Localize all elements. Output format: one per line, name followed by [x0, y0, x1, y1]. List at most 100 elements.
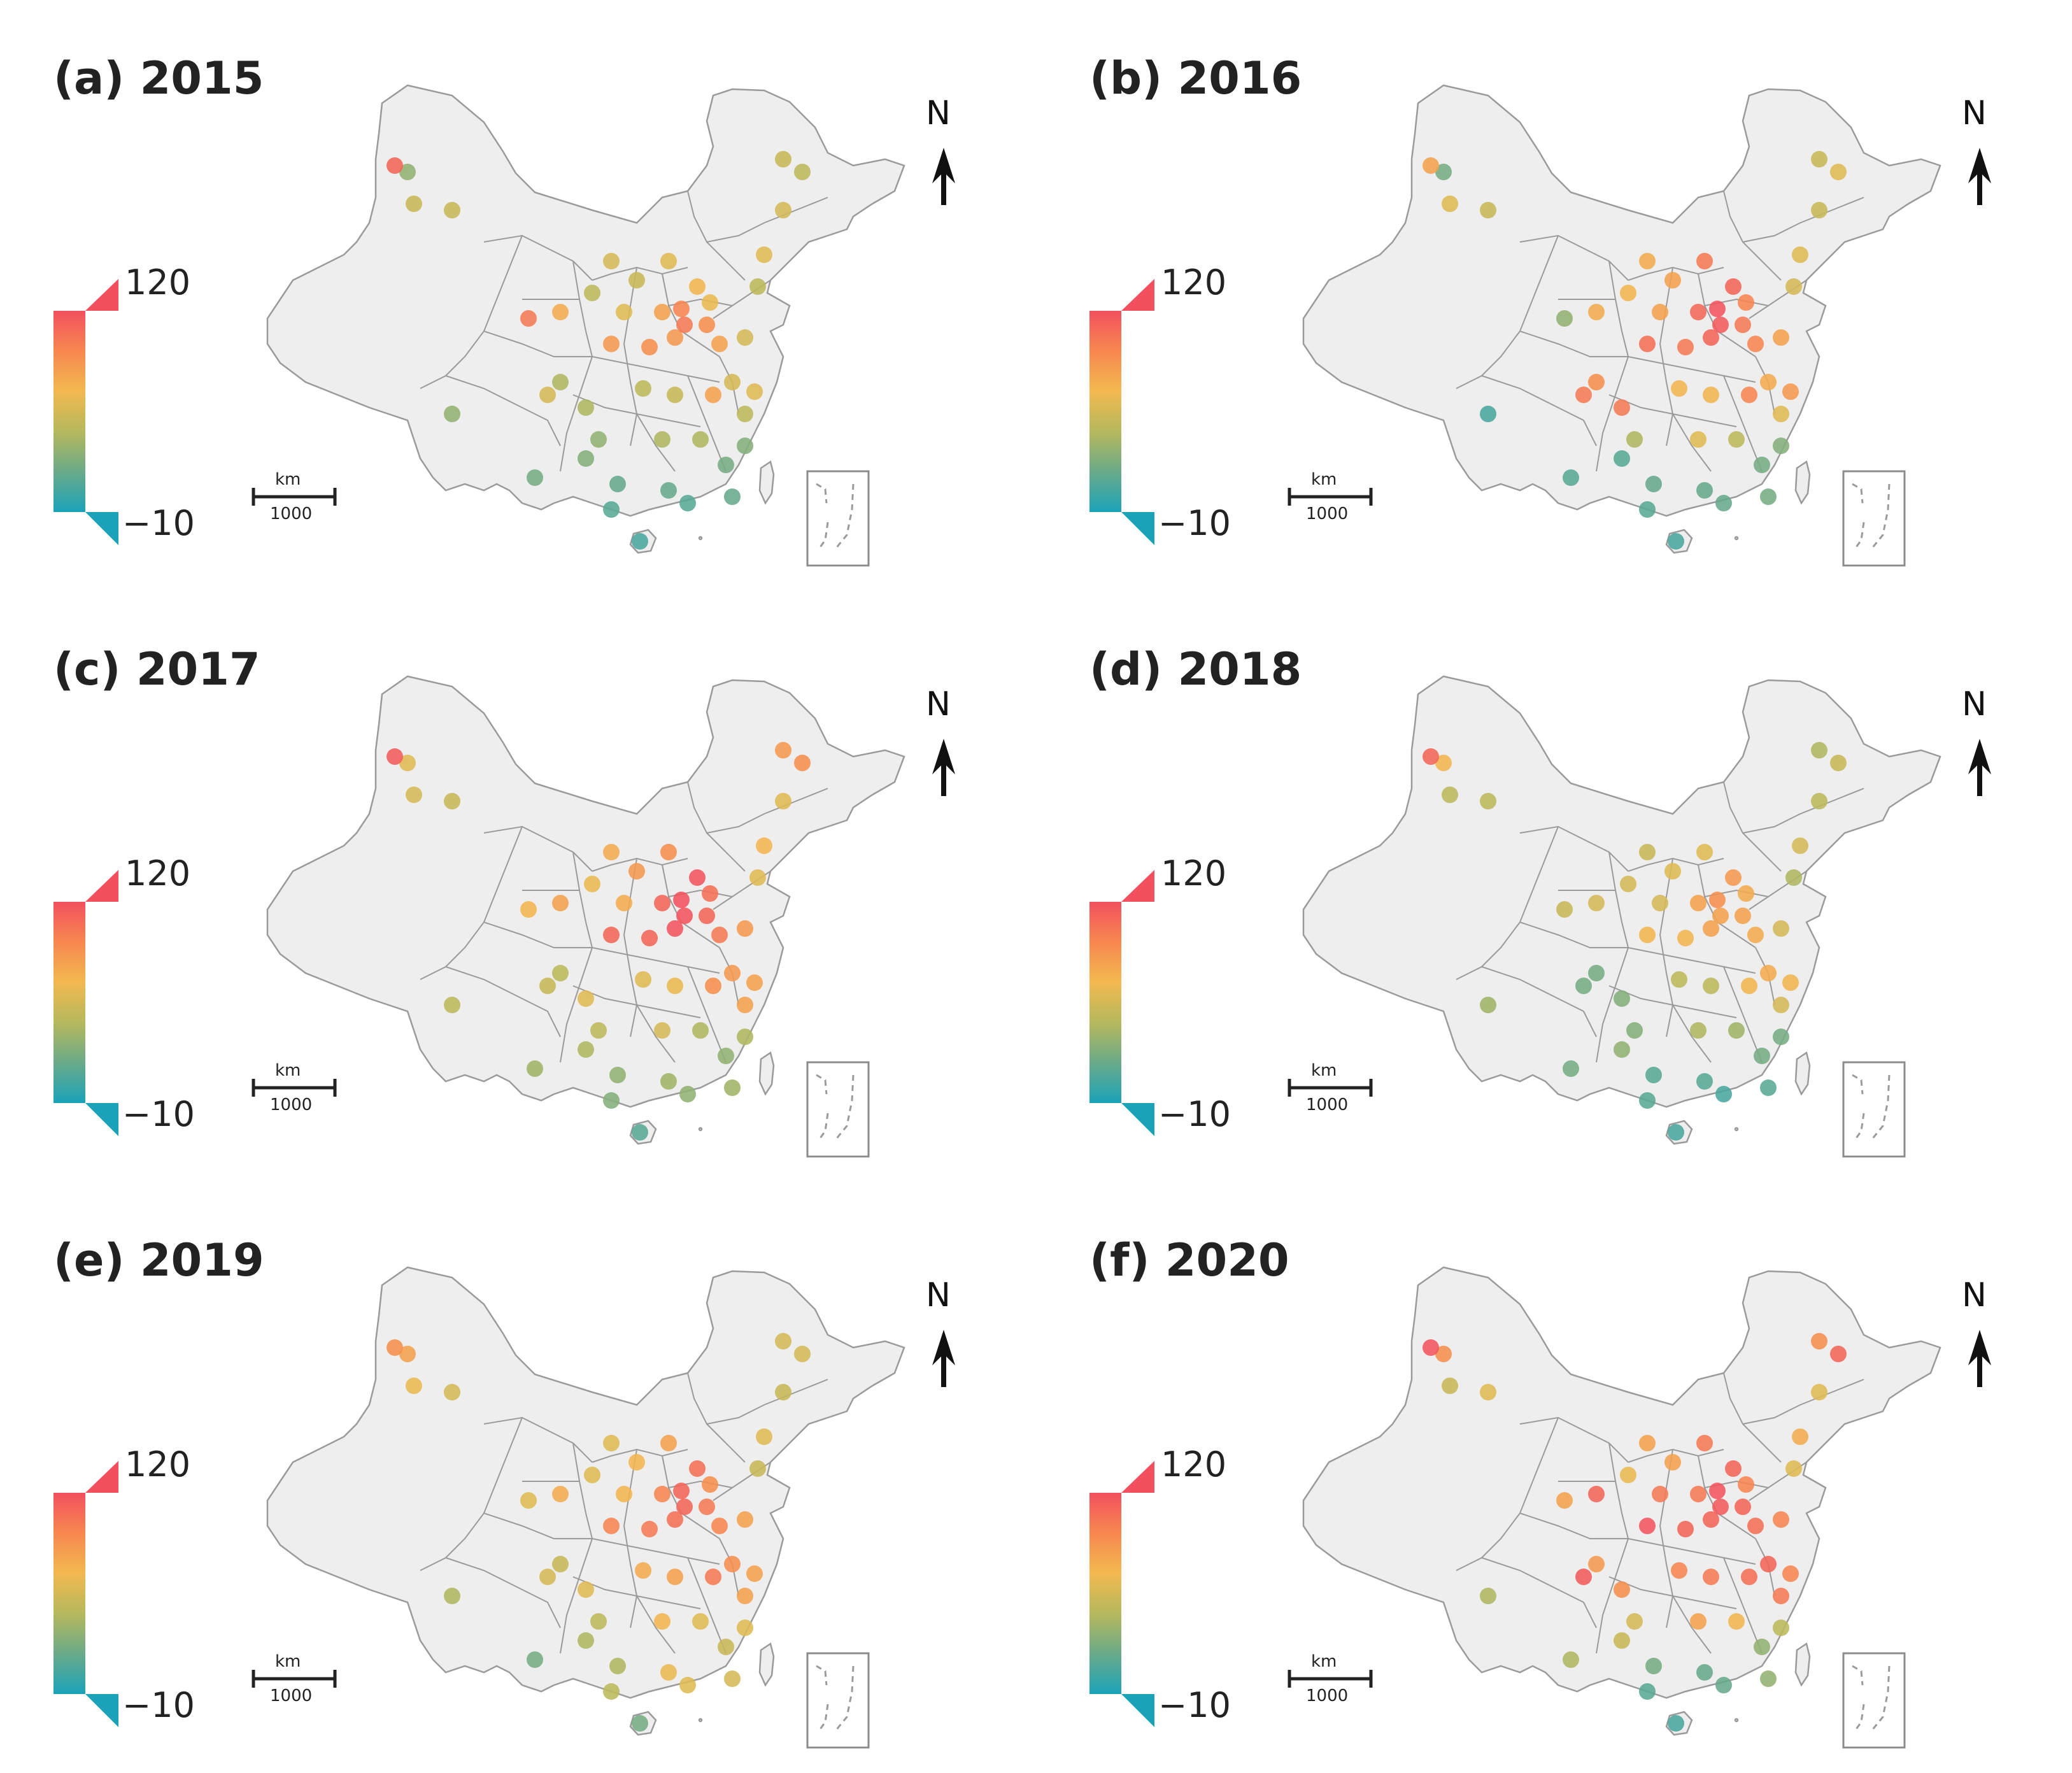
city-point-nanchang	[692, 1022, 709, 1039]
city-point-lanzhou	[552, 895, 569, 911]
scale-bar-value: 1000	[1306, 504, 1349, 523]
scale-bar	[252, 1670, 337, 1688]
city-point-guiyang	[1614, 1041, 1630, 1058]
scale-bar-unit: km	[1311, 1652, 1337, 1671]
city-point-shanghai	[1782, 383, 1799, 400]
city-point-urumqi	[1435, 164, 1452, 180]
city-point-zhengzhou	[667, 1511, 683, 1528]
city-point-nanchang	[1728, 1613, 1745, 1630]
city-point-shenzhen	[679, 1677, 696, 1693]
city-point-harbin	[794, 164, 811, 180]
scale-bar-value: 1000	[270, 504, 313, 523]
legend-color-bar	[53, 902, 85, 1103]
city-point-shenzhen	[679, 495, 696, 511]
map-panel-2020: (f) 2020 120 −10 km 1000 N	[1036, 1182, 2072, 1773]
city-point-hami	[444, 202, 460, 218]
city-point-yinchuan	[1620, 1467, 1636, 1483]
legend-max-triangle	[1121, 1461, 1154, 1493]
city-points	[1423, 742, 1847, 1141]
dot-islands	[698, 536, 703, 541]
city-point-haikou	[632, 1715, 648, 1732]
city-point-shanghai	[746, 383, 763, 400]
city-point-jinan	[1735, 317, 1751, 333]
city-point-hangzhou	[1773, 406, 1789, 422]
city-point-zunyi	[1626, 1022, 1643, 1039]
city-point-wenzhou	[737, 1029, 753, 1045]
city-point-zhengzhou	[1703, 920, 1719, 937]
city-point-changchun	[1811, 202, 1827, 218]
city-point-xiamen	[1760, 1079, 1777, 1096]
city-point-liuzhou	[1645, 1067, 1662, 1083]
city-point-wuhan	[1703, 387, 1719, 403]
city-point-datong	[660, 1435, 677, 1451]
city-point-urumqi	[399, 755, 416, 771]
city-point-tianjin	[702, 885, 718, 902]
city-point-zhengzhou	[667, 329, 683, 346]
city-point-hohhot	[628, 1454, 645, 1470]
city-point-fuzhou	[1754, 457, 1770, 473]
city-point-beijing	[1725, 278, 1742, 295]
city-point-guiyang	[1614, 1632, 1630, 1649]
city-point-xining	[520, 310, 537, 327]
city-point-qiqihar	[1811, 151, 1827, 167]
scale-bar-unit: km	[1311, 470, 1337, 489]
city-point-guangzhou	[1696, 482, 1713, 499]
city-point-yinchuan	[584, 285, 600, 301]
city-point-kunming	[1563, 1651, 1579, 1668]
city-point-nanning	[603, 1092, 620, 1109]
city-point-haikou	[1668, 1124, 1684, 1141]
scale-bar	[252, 488, 337, 506]
legend-min-label: −10	[1158, 1094, 1231, 1134]
city-point-xi-an	[603, 1518, 620, 1534]
dot-islands	[698, 1718, 703, 1723]
panel-title: (c) 2017	[53, 643, 260, 695]
city-point-nanchang	[1728, 1022, 1745, 1039]
city-point-lhasa	[1480, 406, 1496, 422]
city-point-karamay	[1423, 1339, 1439, 1356]
city-point-xiamen	[724, 488, 741, 505]
city-point-changchun	[775, 793, 791, 809]
city-point-datong	[1696, 844, 1713, 860]
city-point-hami	[1480, 793, 1496, 809]
legend-color-bar	[1089, 311, 1121, 512]
city-point-changchun	[1811, 793, 1827, 809]
city-point-lanzhou	[552, 304, 569, 320]
city-point-guiyang	[578, 1041, 594, 1058]
city-point-xining	[520, 901, 537, 918]
city-point-guiyang	[578, 1632, 594, 1649]
city-point-zhengzhou	[1703, 1511, 1719, 1528]
city-point-changsha	[1690, 1613, 1707, 1630]
city-point-lhasa	[1480, 997, 1496, 1013]
city-point-nanchang	[692, 1613, 709, 1630]
city-point-xiamen	[724, 1670, 741, 1687]
city-point-hohhot	[1664, 272, 1681, 288]
taiwan	[758, 460, 775, 505]
province-borders	[420, 1372, 828, 1654]
legend	[53, 279, 118, 545]
city-point-hefei	[705, 387, 721, 403]
city-point-yan-an	[616, 1486, 632, 1502]
city-point-xuzhou	[1747, 1518, 1764, 1534]
city-point-kunming	[527, 1651, 543, 1668]
north-arrow-label: N	[926, 1276, 951, 1314]
city-points	[387, 1333, 811, 1732]
scale-bar-value: 1000	[1306, 1095, 1349, 1114]
city-point-taiyuan	[1690, 304, 1707, 320]
north-arrow-label: N	[926, 685, 951, 723]
city-point-changchun	[775, 202, 791, 218]
dot-islands	[698, 1127, 703, 1132]
city-point-karamay	[387, 748, 403, 765]
north-arrow-icon	[1968, 1330, 1991, 1387]
city-point-fuzhou	[1754, 1048, 1770, 1064]
city-point-xining	[1556, 901, 1573, 918]
north-arrow-icon	[1968, 148, 1991, 205]
city-point-haikou	[1668, 1715, 1684, 1732]
city-point-baotou	[603, 1435, 620, 1451]
city-point-haikou	[1668, 533, 1684, 550]
city-point-hohhot	[628, 863, 645, 879]
city-point-kunming	[527, 1060, 543, 1077]
city-point-hangzhou	[737, 406, 753, 422]
scale-bar-value: 1000	[270, 1686, 313, 1705]
city-point-jinan	[699, 1499, 715, 1515]
